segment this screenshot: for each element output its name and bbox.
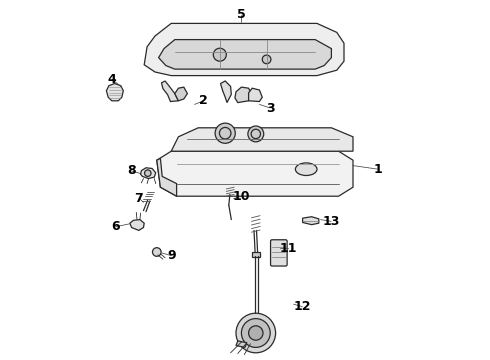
Polygon shape [175,87,187,101]
Polygon shape [303,217,319,225]
Circle shape [215,123,235,143]
Polygon shape [171,128,353,151]
Polygon shape [157,151,353,196]
Polygon shape [236,341,247,347]
Polygon shape [252,252,260,257]
Polygon shape [141,168,156,179]
Circle shape [242,319,270,347]
Text: 2: 2 [199,94,208,107]
Circle shape [262,55,271,64]
Text: 13: 13 [323,215,340,228]
Polygon shape [235,87,252,103]
Text: 11: 11 [279,242,297,255]
Polygon shape [106,84,123,101]
Text: 6: 6 [111,220,120,233]
Polygon shape [130,220,144,230]
Circle shape [248,326,263,340]
Polygon shape [144,23,344,76]
Circle shape [248,126,264,142]
Circle shape [236,313,275,353]
Text: 9: 9 [167,249,175,262]
Text: 8: 8 [127,165,136,177]
Circle shape [213,48,226,61]
Circle shape [145,170,151,176]
Polygon shape [220,81,231,103]
Polygon shape [159,40,331,69]
Polygon shape [157,158,176,196]
FancyBboxPatch shape [270,240,287,266]
Text: 12: 12 [294,300,311,313]
Text: 7: 7 [134,192,143,204]
Text: 10: 10 [233,190,250,203]
Text: 4: 4 [107,73,116,86]
Text: 5: 5 [237,8,246,21]
Circle shape [152,248,161,256]
Text: 3: 3 [266,102,274,114]
Polygon shape [162,81,178,102]
Text: 1: 1 [374,163,383,176]
Ellipse shape [295,163,317,175]
Polygon shape [248,88,262,102]
